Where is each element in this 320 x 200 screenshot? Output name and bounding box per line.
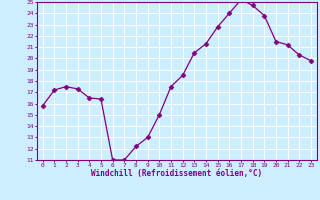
X-axis label: Windchill (Refroidissement éolien,°C): Windchill (Refroidissement éolien,°C) bbox=[91, 169, 262, 178]
